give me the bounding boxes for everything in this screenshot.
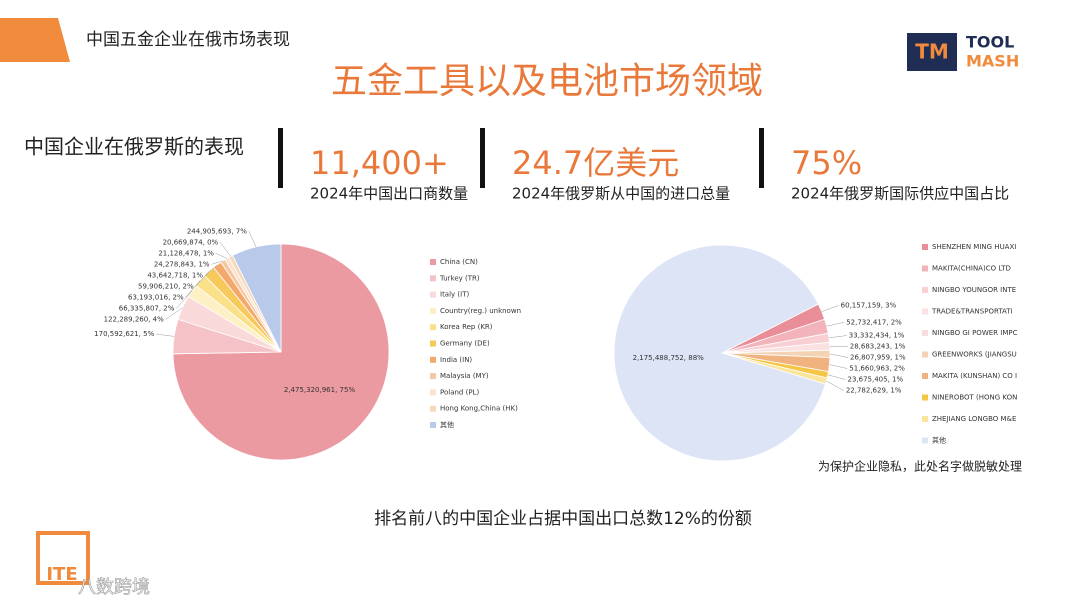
value-label: 60,157,159, 3% — [841, 301, 897, 309]
privacy-note: 为保护企业隐私，此处名字做脱敏处理 — [818, 459, 1022, 474]
value-label: 63,193,016, 2% — [128, 293, 184, 301]
leader-line — [822, 305, 839, 311]
value-label: 2,475,320,961, 75% — [284, 386, 356, 394]
legend-label: NINEROBOT (HONG KON — [932, 394, 1017, 402]
legend-swatch — [430, 373, 436, 379]
legend-swatch — [922, 266, 928, 272]
header-accent — [0, 18, 70, 62]
leader-line — [826, 381, 844, 391]
legend-label: Italy (IT) — [440, 291, 469, 299]
slide-subtitle: 中国企业在俄罗斯的表现 — [24, 135, 244, 159]
legend-swatch — [922, 352, 928, 358]
stat-label: 2024年俄罗斯国际供应中国占比 — [791, 185, 1009, 203]
legend-label: Turkey (TR) — [439, 274, 480, 282]
legend-swatch — [922, 244, 928, 250]
legend-label: Korea Rep (KR) — [440, 323, 493, 331]
legend-label: Malaysia (MY) — [440, 372, 489, 380]
legend-label: ZHEJIANG LONGBO M&E — [932, 415, 1016, 423]
leader-line — [220, 242, 231, 256]
leader-line — [828, 375, 846, 380]
legend-swatch — [922, 309, 928, 315]
legend-swatch — [922, 287, 928, 293]
logo-glyph: TM — [915, 40, 949, 64]
value-label: 20,669,874, 0% — [163, 238, 219, 246]
leader-line — [829, 336, 847, 338]
legend-swatch — [922, 373, 928, 379]
ite-logo: ITE — [46, 564, 77, 585]
leader-line — [829, 365, 847, 369]
legend-label: Country(reg.) unknown — [440, 307, 521, 315]
stat-value: 24.7亿美元 — [512, 144, 679, 182]
value-label: 122,289,260, 4% — [104, 315, 164, 323]
value-label: 2,175,488,752, 88% — [633, 354, 705, 362]
legend-label: China (CN) — [440, 258, 478, 266]
slide-title: 五金工具以及电池市场领域 — [331, 61, 763, 102]
leader-line — [156, 334, 174, 336]
legend-swatch — [430, 357, 436, 363]
legend-swatch — [430, 389, 436, 395]
legend-label: NINGBO GI POWER IMPC — [932, 329, 1018, 337]
legend-swatch — [430, 324, 436, 330]
legend-label: Germany (DE) — [440, 340, 490, 348]
legend-label: Poland (PL) — [440, 388, 479, 396]
value-label: 43,642,718, 1% — [147, 271, 203, 279]
legend-label: GREENWORKS (JIANGSU — [932, 351, 1017, 359]
value-label: 22,782,629, 1% — [846, 387, 902, 395]
value-label: 26,807,959, 1% — [850, 354, 906, 362]
stat-label: 2024年中国出口商数量 — [310, 185, 468, 203]
leader-line — [827, 322, 845, 326]
divider — [480, 128, 485, 188]
legend-swatch — [430, 275, 436, 281]
legend-label: MAKITA (KUNSHAN) CO I — [932, 372, 1017, 380]
legend-swatch — [430, 308, 436, 314]
value-label: 21,128,478, 1% — [158, 249, 214, 257]
legend-swatch — [430, 259, 436, 265]
leader-line — [249, 231, 256, 247]
legend-label: NINGBO YOUNGOR INTE — [932, 286, 1016, 294]
value-label: 28,683,243, 1% — [850, 343, 906, 351]
value-label: 52,732,417, 2% — [846, 318, 902, 326]
value-label: 244,905,693, 7% — [187, 227, 247, 235]
legend-swatch — [430, 341, 436, 347]
slide-footer: 排名前八的中国企业占据中国出口总数12%的份额 — [374, 509, 752, 529]
value-label: 23,675,405, 1% — [847, 376, 903, 384]
value-label: 51,660,963, 2% — [849, 365, 905, 373]
header-text: 中国五金企业在俄市场表现 — [86, 30, 290, 50]
value-label: 59,906,210, 2% — [138, 282, 194, 290]
legend-swatch — [430, 292, 436, 298]
leader-line — [830, 354, 848, 358]
legend-label: India (IN) — [440, 356, 472, 364]
charts: 2,475,320,961, 75% 244,905,693, 7% 20,669,… — [94, 227, 1017, 461]
leader-line — [216, 253, 227, 258]
legend-label: SHENZHEN MING HUAXI — [932, 243, 1016, 251]
divider — [278, 128, 283, 188]
legend-swatch — [922, 438, 928, 444]
legend-label: TRADE&TRANSPORTATI — [931, 308, 1013, 316]
stat-label: 2024年俄罗斯从中国的进口总量 — [512, 185, 730, 203]
value-label: 33,332,434, 1% — [849, 332, 905, 340]
logo-tool: TOOL — [966, 33, 1014, 52]
value-label: 24,278,843, 1% — [154, 260, 210, 268]
legend-swatch — [922, 330, 928, 336]
legend-label: MAKITA(CHINA)CO LTD — [932, 265, 1011, 273]
watermark: 八数跨境 — [78, 577, 150, 598]
value-label: 170,592,621, 5% — [94, 330, 154, 338]
logo-mash: MASH — [966, 52, 1019, 71]
stat-value: 11,400+ — [310, 144, 449, 182]
legend-label: Hong Kong,China (HK) — [440, 405, 518, 413]
stat-value: 75% — [791, 144, 862, 182]
legend-swatch — [922, 395, 928, 401]
legend-swatch — [430, 406, 436, 412]
value-label: 66,335,807, 2% — [119, 304, 175, 312]
legend-label: 其他 — [932, 436, 946, 445]
legend-swatch — [430, 422, 436, 428]
divider — [759, 128, 764, 188]
legend-swatch — [922, 416, 928, 422]
legend-label: 其他 — [440, 420, 454, 429]
